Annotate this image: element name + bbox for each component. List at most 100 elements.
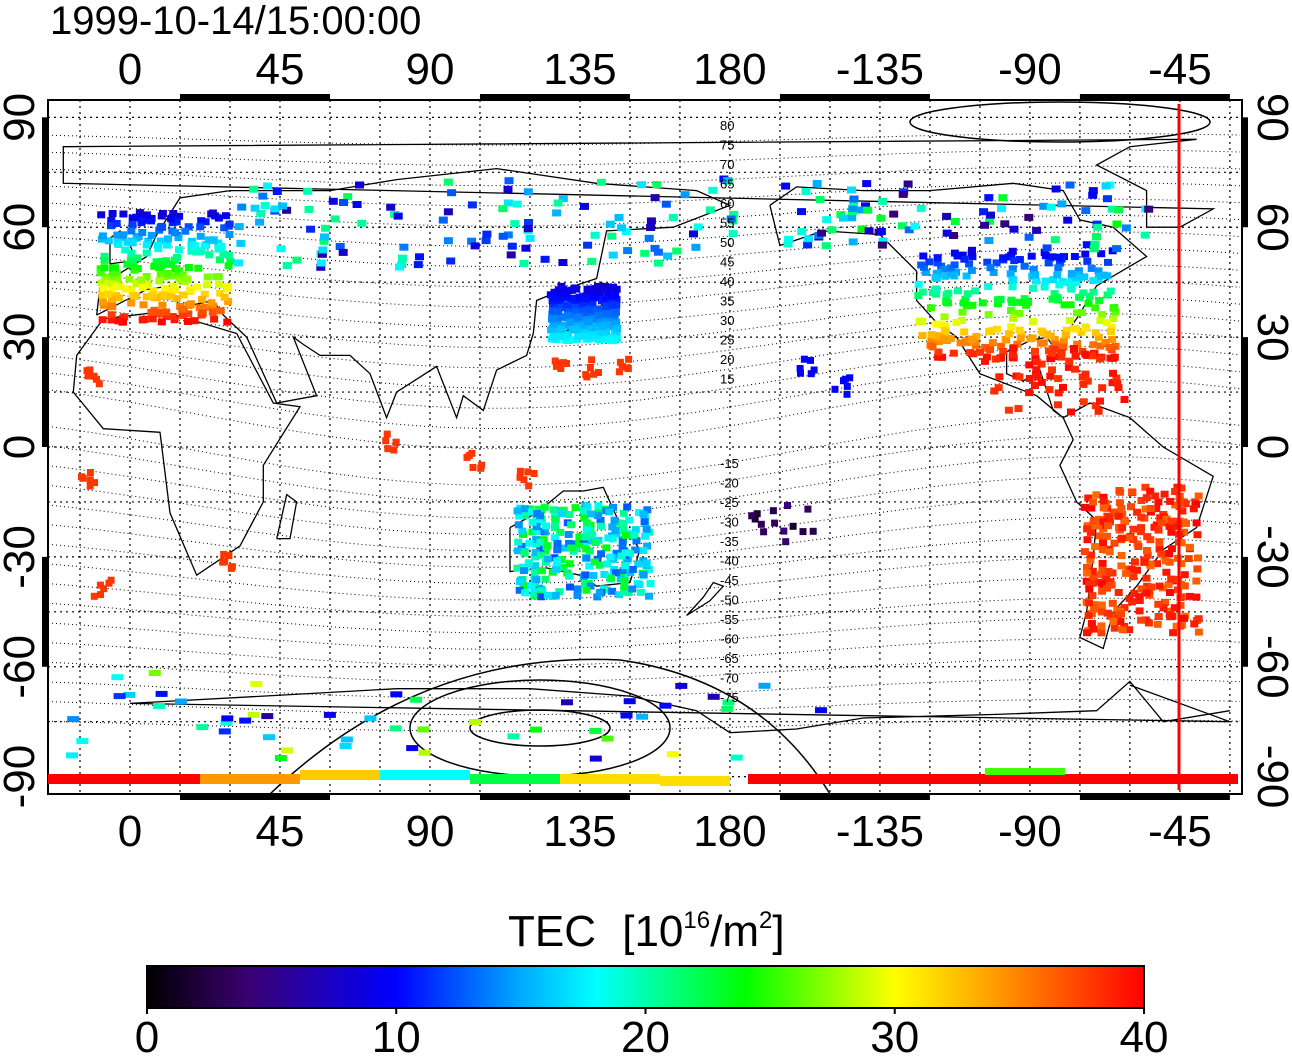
- mag-contour: [48, 577, 1241, 618]
- tec-cell: [831, 385, 839, 393]
- tec-cell: [161, 284, 169, 292]
- tec-cell: [1089, 288, 1098, 296]
- tec-cell: [1066, 316, 1074, 324]
- tec-cell: [579, 507, 588, 515]
- tec-cell: [364, 715, 377, 722]
- tec-cell: [1091, 402, 1100, 410]
- tec-cell: [443, 237, 453, 245]
- tec-cell: [316, 263, 326, 271]
- tec-cell: [978, 299, 987, 307]
- tec-cell: [580, 202, 589, 210]
- tec-cell: [1046, 355, 1055, 363]
- tec-cell: [1097, 608, 1106, 616]
- tec-cell: [221, 715, 234, 722]
- tec-cell: [520, 567, 528, 575]
- tec-cell: [355, 181, 364, 189]
- tec-cell: [258, 192, 268, 200]
- mag-contour: [48, 719, 1241, 732]
- tec-cell: [1041, 277, 1050, 285]
- tec-cell: [1057, 349, 1066, 356]
- tec-cell: [843, 382, 851, 390]
- tec-cell: [1105, 548, 1114, 556]
- tec-cell: [856, 206, 866, 214]
- tec-cell: [1096, 317, 1105, 324]
- tec-cell: [650, 194, 660, 202]
- tec-cell: [946, 335, 955, 342]
- tec-cell: [1082, 241, 1092, 249]
- tec-cell: [417, 726, 430, 733]
- tec-cell: [623, 247, 633, 255]
- tec-cell: [573, 313, 582, 321]
- tec-cell: [961, 295, 970, 303]
- tec-cell: [1109, 617, 1118, 625]
- tec-cell: [604, 288, 613, 296]
- tec-cell: [1121, 224, 1131, 232]
- tec-cell: [207, 299, 216, 307]
- tec-cell: [237, 203, 247, 211]
- tec-cell: [601, 735, 614, 742]
- tec-cell: [565, 539, 574, 547]
- tec-cell: [523, 188, 533, 196]
- tec-cell: [561, 333, 570, 341]
- tec-cell: [1135, 597, 1144, 604]
- tec-cell: [503, 185, 513, 193]
- mag-contour: [48, 247, 1241, 288]
- tec-cell: [557, 563, 566, 571]
- tec-cell: [1015, 373, 1024, 381]
- tec-cell: [769, 507, 777, 515]
- tec-cell: [1125, 595, 1134, 602]
- tec-cell: [1088, 592, 1097, 600]
- frame-bar-top: [179, 94, 330, 100]
- tec-cell: [194, 264, 203, 272]
- tec-cell: [1070, 253, 1079, 260]
- tec-cell: [1103, 291, 1112, 299]
- tec-cell: [1099, 504, 1108, 512]
- tec-cell: [447, 189, 457, 197]
- tec-cell: [250, 204, 260, 212]
- tec-cell: [639, 571, 648, 579]
- tec-cell: [203, 273, 212, 281]
- tec-cell: [128, 221, 137, 229]
- tec-cell: [155, 690, 168, 697]
- tec-cell: [197, 217, 206, 225]
- tec-band-segment: [560, 774, 660, 784]
- tec-cell: [623, 503, 632, 511]
- tec-cell: [1154, 526, 1163, 534]
- tec-cell: [1137, 524, 1146, 532]
- tec-cell: [1192, 519, 1201, 527]
- bottom-lon-label: -90: [998, 807, 1062, 856]
- mag-contour: [48, 496, 1241, 552]
- tec-cell: [1072, 279, 1081, 287]
- mag-contour: [48, 264, 1241, 308]
- tec-cell: [1182, 519, 1190, 527]
- tec-cell: [586, 582, 595, 590]
- tec-cell: [996, 354, 1005, 362]
- frame-bar-bottom: [479, 794, 630, 800]
- tec-cell: [1088, 567, 1097, 575]
- contour-label: -30: [720, 515, 739, 530]
- tec-cell: [583, 373, 591, 381]
- tec-cell: [1143, 582, 1152, 590]
- tec-cell: [1097, 601, 1106, 609]
- tec-cell: [986, 211, 995, 219]
- tec-cell: [1141, 483, 1150, 491]
- tec-cell: [100, 585, 108, 593]
- tec-cell: [204, 236, 213, 244]
- contour-label: -75: [720, 690, 739, 705]
- tec-cell: [202, 303, 211, 311]
- tec-cell: [626, 550, 634, 558]
- left-lat-label: 0: [0, 435, 44, 459]
- tec-cell: [864, 227, 874, 235]
- tec-cell: [960, 328, 969, 336]
- tec-cell: [618, 363, 626, 370]
- tec-cell: [812, 180, 822, 187]
- tec-cell: [443, 208, 453, 216]
- tec-cell: [839, 214, 848, 222]
- tec-cell: [339, 199, 348, 206]
- contour-label: 65: [720, 177, 734, 192]
- coastline-s-america: [1059, 402, 1214, 650]
- tec-cell: [591, 539, 600, 546]
- tec-cell: [1009, 314, 1018, 322]
- tec-cell: [624, 365, 632, 373]
- tec-cell: [531, 566, 540, 574]
